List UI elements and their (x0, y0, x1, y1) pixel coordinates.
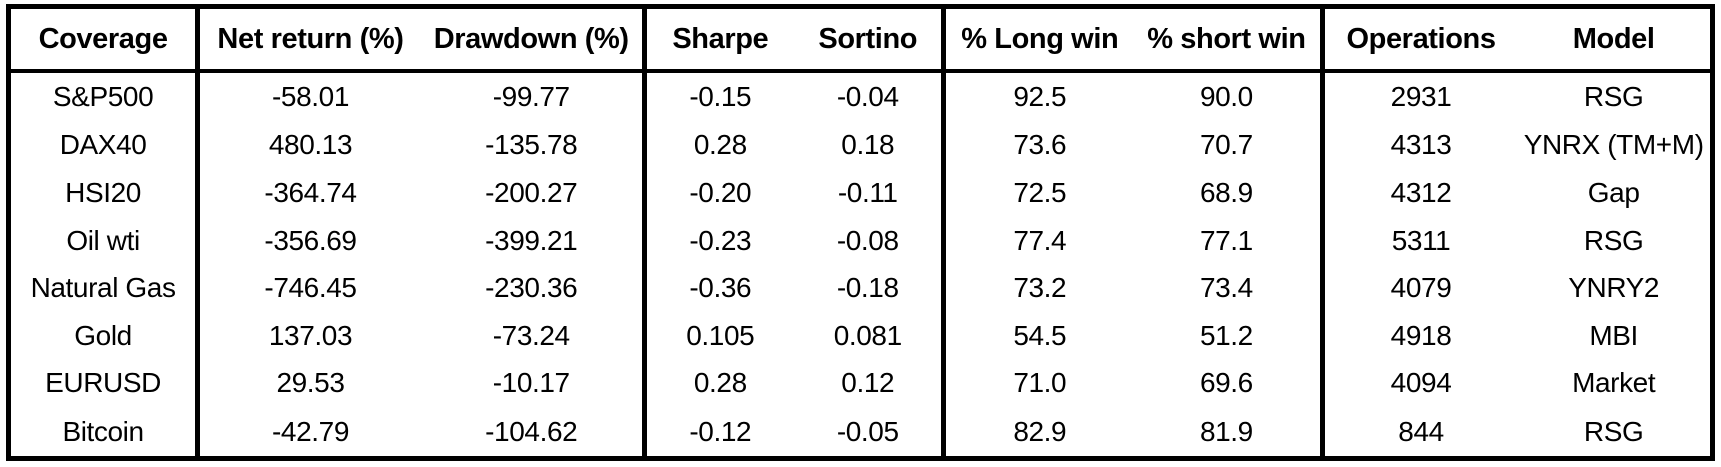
cell-net_return: 480.13 (195, 121, 421, 170)
cell-model: YNRX (TM+M) (1523, 129, 1704, 161)
cell-model: RSG (1583, 81, 1644, 113)
table-row: DAX40 480.13 -135.78 0.28 0.18 73.6 70.7… (9, 121, 1713, 170)
cell-long_win: 73.6 (941, 121, 1134, 170)
cell-sharpe: -0.23 (641, 216, 795, 265)
cell-model: RSG (1583, 415, 1644, 447)
cell-drawdown: -399.21 (485, 224, 578, 256)
results-table: Coverage Net return (%) Drawdown (%) Sha… (6, 4, 1715, 461)
cell-short_win: 68.9 (1199, 176, 1253, 208)
cell-model: RSG (1583, 224, 1644, 256)
cell-sortino: 0.18 (841, 129, 895, 161)
cell-sortino: 0.081 (833, 319, 902, 351)
cell-short_win: 70.7 (1199, 129, 1253, 161)
results-table-container: Coverage Net return (%) Drawdown (%) Sha… (6, 4, 1715, 461)
cell-long_win: 92.5 (941, 71, 1134, 122)
cell-sharpe: -0.36 (641, 264, 795, 312)
table-row: S&P500 -58.01 -99.77 -0.15 -0.04 92.5 90… (9, 71, 1713, 122)
column-header-coverage: Coverage (8, 6, 198, 73)
table-row: Gold 137.03 -73.24 0.105 0.081 54.5 51.2… (9, 311, 1713, 360)
cell-long_win: 77.4 (941, 216, 1134, 265)
cell-sortino: 0.12 (841, 367, 895, 399)
cell-sharpe: 0.28 (641, 359, 795, 408)
cell-sortino: -0.11 (837, 176, 898, 208)
column-header-operations: Operations (1319, 6, 1518, 73)
column-header-model: Model (1517, 6, 1713, 73)
cell-net_return: -58.01 (195, 71, 421, 122)
column-header-short-win: % short win (1133, 6, 1323, 73)
table-row: HSI20 -364.74 -200.27 -0.20 -0.11 72.5 6… (9, 169, 1713, 217)
cell-coverage: S&P500 (52, 81, 154, 113)
cell-sharpe: -0.20 (641, 169, 795, 217)
cell-net_return: -356.69 (195, 216, 421, 265)
cell-operations: 4312 (1319, 169, 1518, 217)
table-row: EURUSD 29.53 -10.17 0.28 0.12 71.0 69.6 … (9, 359, 1713, 408)
cell-net_return: 137.03 (195, 311, 421, 360)
cell-operations: 4079 (1319, 264, 1518, 312)
cell-model: MBI (1589, 319, 1638, 351)
cell-sortino: -0.18 (836, 272, 899, 304)
cell-short_win: 77.1 (1199, 224, 1253, 256)
cell-sortino: -0.08 (836, 224, 899, 256)
cell-net_return: -746.45 (195, 264, 421, 312)
column-header-net-return: Net return (%) (195, 6, 421, 73)
table-row: Bitcoin -42.79 -104.62 -0.12 -0.05 82.9 … (9, 407, 1713, 459)
cell-sharpe: -0.15 (641, 71, 795, 122)
cell-model: Market (1572, 367, 1656, 399)
cell-coverage: EURUSD (45, 367, 161, 399)
cell-coverage: Oil wti (66, 224, 140, 256)
column-header-drawdown: Drawdown (%) (420, 6, 645, 73)
cell-drawdown: -200.27 (485, 176, 578, 208)
cell-net_return: 29.53 (195, 359, 421, 408)
cell-coverage: Gold (74, 319, 132, 351)
column-header-sortino: Sortino (794, 6, 944, 73)
cell-short_win: 73.4 (1199, 272, 1253, 304)
cell-sortino: -0.04 (836, 81, 899, 113)
cell-drawdown: -135.78 (485, 129, 578, 161)
cell-sortino: -0.05 (836, 415, 899, 447)
cell-net_return: -42.79 (195, 407, 421, 459)
cell-operations: 4094 (1319, 359, 1518, 408)
cell-drawdown: -99.77 (492, 81, 570, 113)
table-row: Oil wti -356.69 -399.21 -0.23 -0.08 77.4… (9, 216, 1713, 265)
cell-coverage: Bitcoin (62, 415, 144, 447)
cell-sharpe: -0.12 (641, 407, 795, 459)
cell-operations: 2931 (1319, 71, 1518, 122)
cell-net_return: -364.74 (195, 169, 421, 217)
cell-drawdown: -73.24 (492, 319, 570, 351)
cell-model: Gap (1587, 176, 1640, 208)
cell-sharpe: 0.105 (641, 311, 795, 360)
cell-short_win: 90.0 (1199, 81, 1253, 113)
header-row: Coverage Net return (%) Drawdown (%) Sha… (8, 6, 1713, 73)
cell-long_win: 73.2 (941, 264, 1134, 312)
cell-long_win: 82.9 (941, 407, 1134, 459)
cell-long_win: 72.5 (941, 169, 1134, 217)
cell-coverage: DAX40 (59, 129, 147, 161)
cell-long_win: 71.0 (941, 359, 1134, 408)
column-header-long-win: % Long win (941, 6, 1134, 73)
cell-drawdown: -10.17 (492, 367, 570, 399)
column-header-sharpe: Sharpe (641, 6, 795, 73)
table-body: S&P500 -58.01 -99.77 -0.15 -0.04 92.5 90… (9, 71, 1713, 459)
cell-drawdown: -230.36 (485, 272, 578, 304)
cell-short_win: 81.9 (1199, 415, 1253, 447)
cell-operations: 844 (1319, 407, 1518, 459)
cell-coverage: HSI20 (65, 176, 141, 208)
cell-long_win: 54.5 (941, 311, 1134, 360)
table-row: Natural Gas -746.45 -230.36 -0.36 -0.18 … (9, 264, 1713, 312)
cell-short_win: 69.6 (1199, 367, 1253, 399)
cell-operations: 4313 (1319, 121, 1518, 170)
cell-coverage: Natural Gas (30, 272, 176, 304)
cell-drawdown: -104.62 (485, 415, 578, 447)
cell-model: YNRY2 (1568, 272, 1660, 304)
cell-short_win: 51.2 (1199, 319, 1253, 351)
cell-sharpe: 0.28 (641, 121, 795, 170)
cell-operations: 4918 (1319, 311, 1518, 360)
cell-operations: 5311 (1319, 216, 1518, 265)
table-header: Coverage Net return (%) Drawdown (%) Sha… (8, 6, 1713, 73)
